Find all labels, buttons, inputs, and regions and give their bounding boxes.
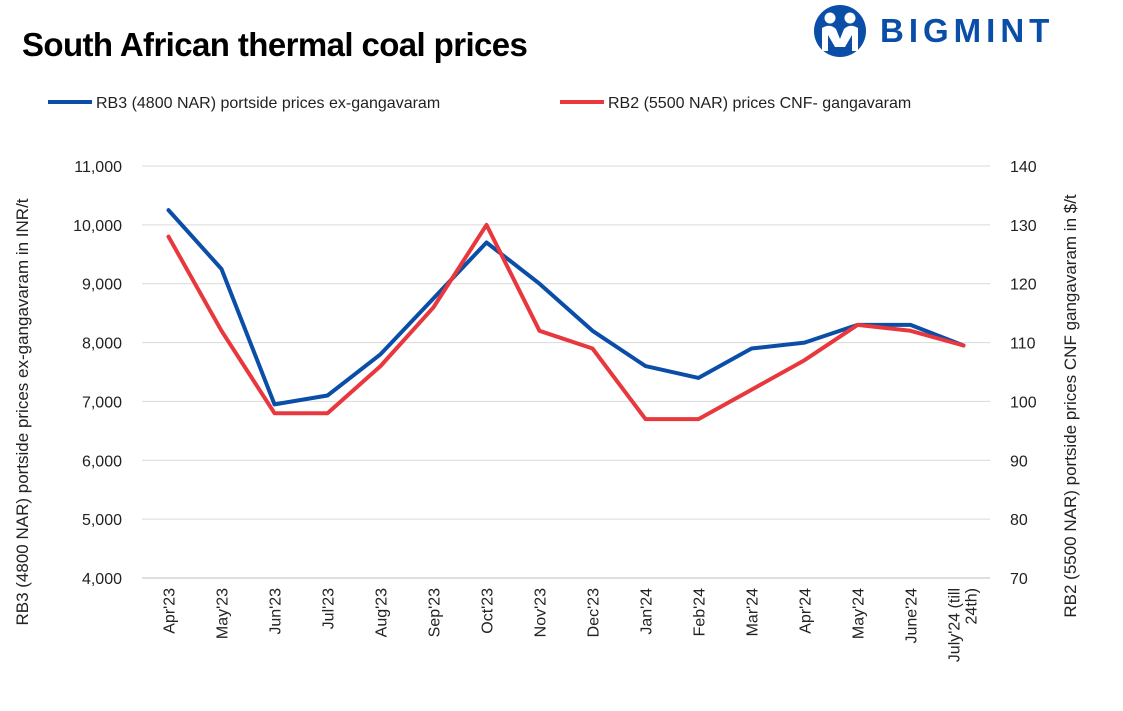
x-tick-label: July'24 (till24th) (947, 588, 981, 662)
y-right-axis-title: RB2 (5500 NAR) portside prices CNF ganga… (1061, 194, 1080, 618)
y-right-tick-label: 130 (1010, 218, 1037, 235)
y-right-tick-label: 70 (1010, 571, 1028, 588)
x-tick-label: Sep'23 (427, 588, 444, 637)
x-tick-label: Oct'23 (480, 588, 497, 634)
x-tick-label: Jan'24 (639, 588, 656, 635)
x-tick-label: Apr'23 (162, 588, 179, 634)
x-tick-label: Mar'24 (745, 588, 762, 637)
legend-label-1: RB3 (4800 NAR) portside prices ex-gangav… (96, 95, 440, 112)
x-tick-label: Aug'23 (374, 588, 391, 637)
series-lines (166, 208, 966, 422)
right-axis: 70 80 90 100 110 120 130 140 (1010, 159, 1037, 588)
y-left-tick-label: 11,000 (74, 159, 122, 176)
x-tick-label: May'24 (851, 588, 868, 639)
y-right-tick-label: 80 (1010, 512, 1028, 529)
y-right-tick-label: 120 (1010, 277, 1037, 294)
x-tick-label: Dec'23 (586, 588, 603, 637)
y-right-tick-label: 100 (1010, 394, 1037, 411)
x-tick-label: Apr'24 (798, 588, 815, 634)
y-right-tick-label: 110 (1010, 336, 1036, 353)
y-left-tick-label: 4,000 (82, 571, 122, 588)
y-left-tick-label: 10,000 (73, 218, 122, 235)
logo-text: BIGMINT (880, 12, 1055, 49)
y-right-tick-label: 140 (1010, 159, 1037, 176)
y-left-tick-label: 7,000 (82, 394, 122, 411)
series-line-1 (166, 208, 966, 407)
y-left-tick-label: 8,000 (82, 336, 122, 353)
y-left-tick-label: 5,000 (82, 512, 122, 529)
series-line-2 (166, 222, 966, 422)
y-right-tick-label: 90 (1010, 453, 1028, 470)
legend: RB3 (4800 NAR) portside prices ex-gangav… (48, 95, 911, 112)
x-tick-label: May'23 (215, 588, 232, 639)
axis-titles: RB3 (4800 NAR) portside prices ex-gangav… (13, 194, 1080, 625)
bigmint-logo: BIGMINT (812, 3, 1122, 59)
gridlines (142, 165, 990, 579)
people-logo-icon (814, 5, 866, 57)
x-tick-label: Jun'23 (268, 588, 285, 635)
x-tick-label: Nov'23 (533, 588, 550, 637)
y-left-axis-title: RB3 (4800 NAR) portside prices ex-gangav… (13, 198, 32, 625)
left-axis: 4,000 5,000 6,000 7,000 8,000 9,000 10,000 11,0… (73, 159, 122, 588)
x-tick-label: June'24 (904, 588, 921, 644)
x-axis: Apr'23 May'23 Jun'23 Jul'23 Aug'23 Sep'23 Oct'… (162, 588, 981, 662)
chart-title: South African thermal coal prices (22, 26, 528, 63)
x-tick-label: Feb'24 (692, 588, 709, 637)
y-left-tick-label: 6,000 (82, 453, 122, 470)
y-left-tick-label: 9,000 (82, 277, 122, 294)
legend-label-2: RB2 (5500 NAR) prices CNF- gangavaram (608, 95, 911, 112)
x-tick-label: Jul'23 (321, 588, 338, 629)
